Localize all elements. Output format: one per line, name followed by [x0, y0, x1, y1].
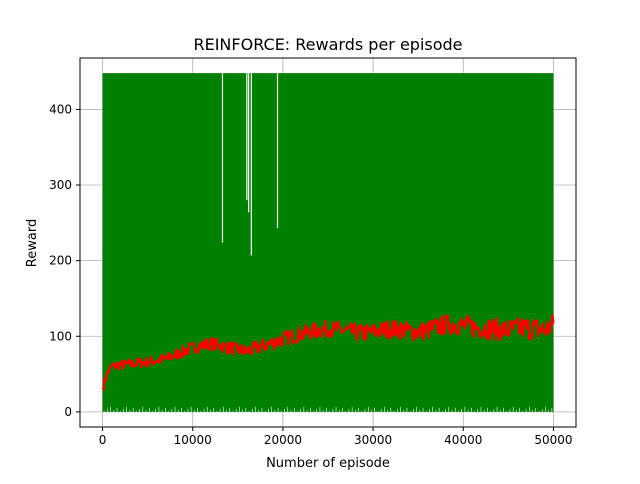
- raw-reward-band: [102, 73, 554, 412]
- series-raw-rewards: [102, 73, 554, 412]
- y-axis-label: Reward: [25, 219, 40, 267]
- raw-reward-early: [102, 245, 105, 412]
- average-reward-line: [101, 313, 555, 391]
- x-tick-label: 50000: [534, 433, 572, 447]
- y-tick-label: 100: [49, 329, 72, 343]
- y-tick-label: 0: [64, 405, 72, 419]
- x-tick-label: 0: [99, 433, 107, 447]
- y-tick-label: 200: [49, 254, 72, 268]
- plot-frame: [79, 57, 577, 428]
- x-tick-label: 30000: [354, 433, 392, 447]
- x-axis-label: Number of episode: [266, 456, 390, 471]
- y-axis-ticks: 0 100 200 300 400: [49, 102, 80, 419]
- x-tick-label: 40000: [444, 433, 482, 447]
- y-tick-label: 300: [49, 178, 72, 192]
- x-tick-label: 10000: [174, 433, 212, 447]
- y-tick-label: 400: [49, 102, 72, 116]
- x-tick-label: 20000: [264, 433, 302, 447]
- x-axis-ticks: 0 10000 20000 30000 40000 50000: [99, 427, 573, 447]
- series-average-rewards: [101, 313, 555, 391]
- chart-title: REINFORCE: Rewards per episode: [193, 35, 462, 54]
